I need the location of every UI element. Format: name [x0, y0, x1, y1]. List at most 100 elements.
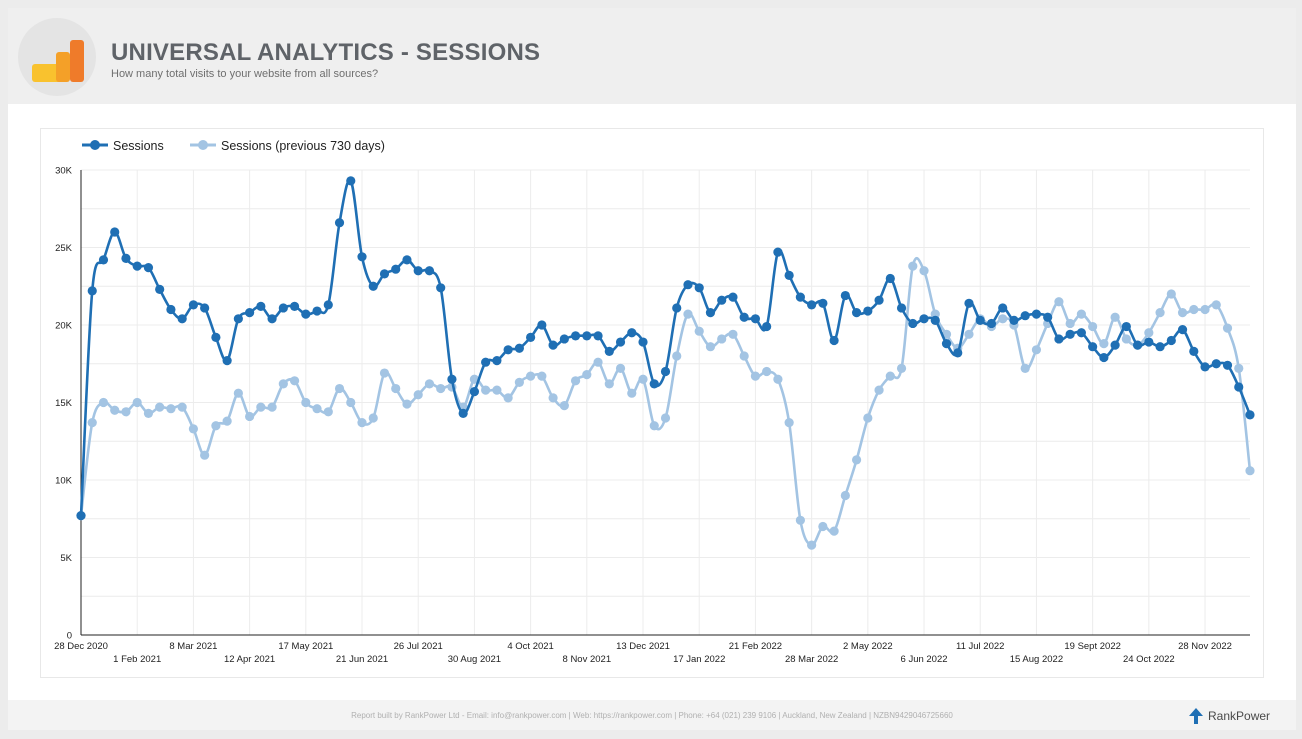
data-point-previous-period	[672, 351, 682, 361]
data-point-sessions	[1245, 410, 1255, 420]
data-point-sessions	[481, 357, 491, 367]
data-point-previous-period	[98, 397, 109, 408]
data-point-previous-period	[1155, 308, 1165, 318]
x-tick-label: 8 Mar 2021	[169, 641, 217, 652]
x-tick-label: 8 Nov 2021	[563, 654, 612, 665]
data-point-sessions	[391, 264, 401, 274]
data-point-sessions	[289, 301, 300, 311]
chart-gridlines	[81, 169, 1250, 635]
data-point-sessions	[1099, 352, 1109, 363]
data-point-previous-period	[1144, 328, 1154, 338]
data-point-previous-period	[368, 413, 378, 423]
data-point-previous-period	[1031, 345, 1042, 355]
x-tick-label: 21 Feb 2022	[729, 641, 782, 652]
data-point-previous-period	[1110, 312, 1120, 322]
data-point-previous-period	[1099, 339, 1109, 349]
data-point-previous-period	[211, 421, 221, 431]
data-point-previous-period	[829, 526, 839, 536]
report-header: UNIVERSAL ANALYTICS - SESSIONS How many …	[8, 8, 1296, 104]
data-point-previous-period	[717, 334, 727, 344]
data-point-previous-period	[1177, 308, 1188, 318]
data-point-previous-period	[469, 374, 480, 384]
data-point-sessions	[368, 281, 378, 291]
data-point-sessions	[357, 252, 367, 262]
data-point-previous-period	[762, 366, 772, 377]
data-point-sessions	[795, 292, 805, 302]
data-point-sessions	[177, 314, 187, 324]
data-point-previous-period	[908, 261, 918, 271]
y-tick-label: 15K	[55, 398, 73, 409]
y-tick-label: 10K	[55, 476, 73, 487]
data-point-sessions	[503, 345, 513, 355]
data-point-previous-period	[660, 413, 671, 423]
data-point-previous-period	[537, 371, 547, 381]
data-point-sessions	[334, 218, 345, 228]
data-point-sessions	[1009, 315, 1019, 325]
data-point-sessions	[953, 348, 963, 358]
data-point-previous-period	[110, 405, 120, 415]
data-point-sessions	[1031, 309, 1042, 319]
data-point-previous-period	[840, 490, 850, 501]
data-point-sessions	[829, 335, 839, 346]
data-point-sessions	[705, 308, 716, 318]
data-point-sessions	[402, 255, 412, 265]
y-tick-label: 25K	[55, 243, 73, 254]
data-point-sessions	[413, 266, 423, 276]
data-point-sessions	[278, 303, 288, 313]
data-point-previous-period	[391, 383, 401, 394]
data-point-sessions	[526, 332, 536, 342]
x-tick-label: 28 Nov 2022	[1178, 641, 1232, 652]
data-point-sessions	[818, 298, 828, 308]
x-tick-label: 6 Jun 2022	[901, 654, 948, 665]
data-point-previous-period	[919, 266, 929, 276]
data-point-previous-period	[638, 374, 648, 384]
x-tick-label: 19 Sept 2022	[1064, 641, 1121, 652]
data-point-previous-period	[1166, 289, 1176, 299]
data-point-previous-period	[964, 329, 974, 339]
data-point-sessions	[784, 270, 794, 280]
data-point-sessions	[514, 343, 524, 353]
data-point-sessions	[1065, 329, 1075, 339]
data-point-sessions	[1177, 325, 1188, 335]
data-point-sessions	[739, 312, 749, 322]
data-point-previous-period	[481, 385, 491, 395]
data-point-previous-period	[323, 407, 333, 417]
data-point-previous-period	[863, 413, 873, 423]
data-point-previous-period	[1076, 309, 1086, 319]
x-tick-label: 15 Aug 2022	[1010, 654, 1063, 665]
data-point-sessions	[615, 337, 626, 347]
data-point-sessions	[436, 283, 446, 293]
page-subtitle: How many total visits to your website fr…	[111, 68, 379, 80]
data-point-previous-period	[548, 393, 558, 403]
data-point-sessions	[1144, 337, 1154, 347]
data-point-previous-period	[278, 379, 288, 389]
data-point-sessions	[469, 387, 480, 397]
data-point-previous-period	[705, 342, 716, 352]
data-point-previous-period	[1189, 304, 1199, 315]
data-point-previous-period	[1245, 466, 1255, 476]
data-point-sessions	[1121, 321, 1131, 332]
data-point-sessions	[672, 303, 682, 313]
data-point-sessions	[155, 284, 165, 294]
x-tick-label: 28 Dec 2020	[54, 641, 108, 652]
data-point-sessions	[256, 301, 266, 311]
data-point-previous-period	[627, 388, 637, 398]
data-point-sessions	[874, 295, 884, 305]
y-tick-label: 5K	[60, 553, 72, 564]
data-point-previous-period	[593, 357, 603, 367]
data-point-sessions	[660, 366, 671, 377]
data-point-sessions	[1166, 335, 1176, 346]
series-line-sessions	[79, 178, 1252, 516]
data-point-previous-period	[559, 401, 569, 411]
data-point-sessions	[1200, 362, 1210, 372]
data-point-sessions	[885, 273, 895, 284]
data-point-sessions	[559, 334, 569, 344]
data-point-previous-period	[615, 363, 626, 373]
data-point-sessions	[188, 300, 199, 310]
data-point-previous-period	[143, 408, 154, 418]
data-point-previous-period	[773, 374, 783, 384]
data-point-previous-period	[1200, 304, 1210, 315]
series-line-previous-period	[79, 257, 1252, 547]
legend-marker-sessions	[82, 140, 108, 150]
data-point-sessions	[1211, 359, 1221, 369]
